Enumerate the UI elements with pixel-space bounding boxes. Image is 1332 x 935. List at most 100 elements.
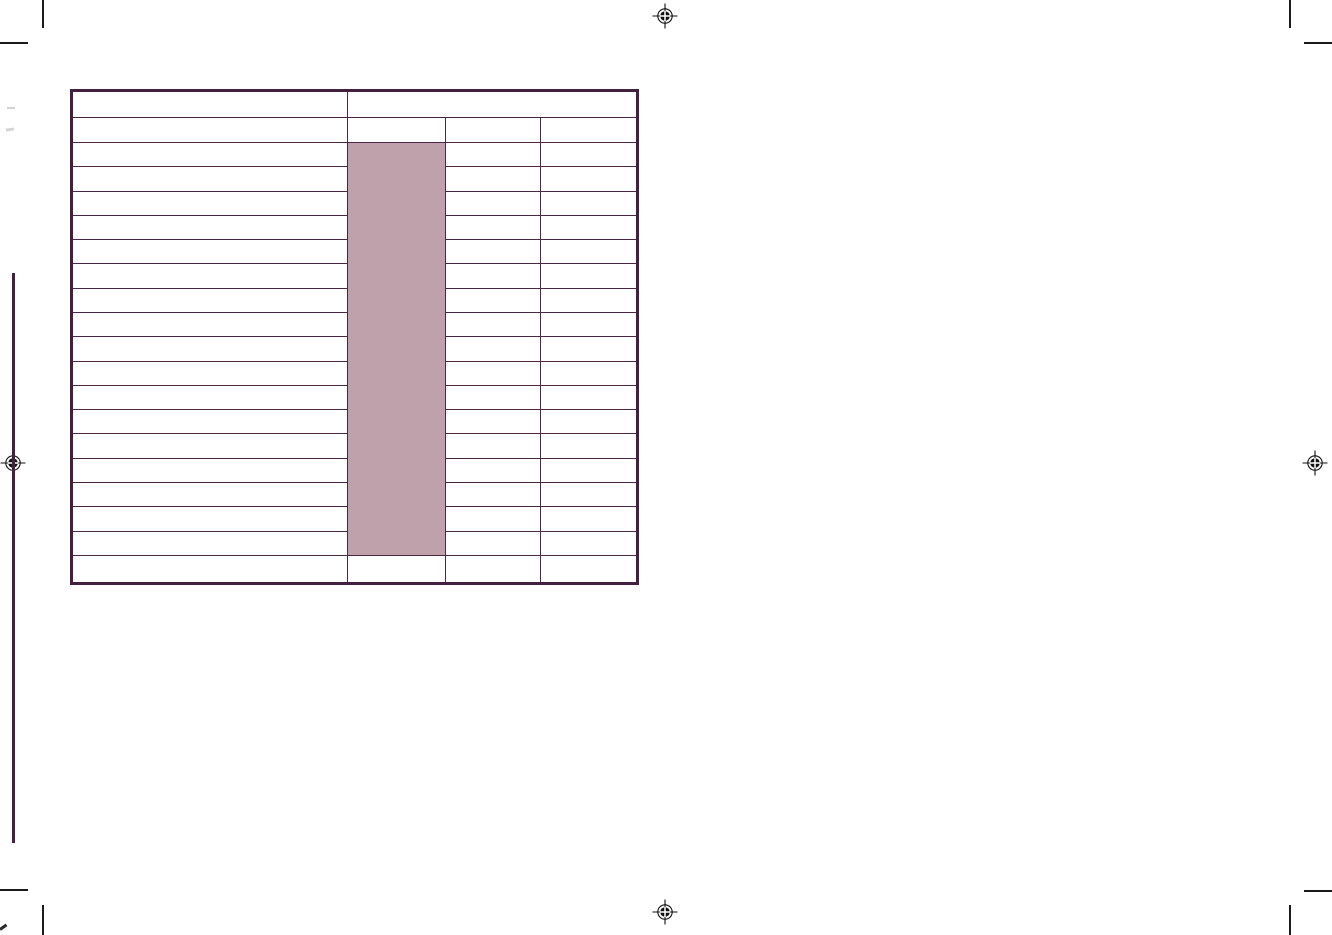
table-cell <box>539 263 639 289</box>
table-cell <box>539 190 639 216</box>
table-cell <box>347 555 446 584</box>
table-cell <box>445 263 541 289</box>
table-header-row <box>71 90 639 118</box>
crop-mark-bottom-left-vertical <box>42 905 44 935</box>
table-cell <box>71 409 348 435</box>
crop-mark-top-right-vertical <box>1289 0 1291 28</box>
crop-mark-top-left-vertical <box>42 0 44 28</box>
table-cell <box>71 457 348 483</box>
crop-mark-bottom-left-horizontal <box>0 889 28 891</box>
table-cell <box>539 141 639 168</box>
table-cell <box>445 141 541 168</box>
header-cell <box>71 90 348 118</box>
table-cell <box>445 433 541 459</box>
table-row <box>71 409 639 435</box>
registration-mark-right <box>1302 450 1328 476</box>
table-cell <box>71 433 348 459</box>
spine-fold-line <box>12 273 15 843</box>
table-cell <box>445 336 541 362</box>
table-row <box>71 239 639 265</box>
table-row <box>71 263 639 289</box>
table-row <box>71 214 639 241</box>
table-cell <box>445 166 541 192</box>
crop-mark-bottom-right-horizontal <box>1304 890 1332 892</box>
table-cell <box>71 214 348 241</box>
table-cell <box>539 287 639 313</box>
table-cell <box>445 481 541 508</box>
subheader-cell <box>445 117 541 143</box>
table-cell <box>539 457 639 483</box>
table-row <box>71 530 639 556</box>
table-cell <box>71 311 348 338</box>
crop-mark-bottom-right-vertical <box>1289 905 1291 935</box>
crop-mark-top-left-horizontal <box>0 42 28 44</box>
table-cell <box>71 141 348 168</box>
subheader-cell <box>539 117 639 143</box>
table-cell <box>539 481 639 508</box>
table-cell <box>539 555 639 584</box>
table-row <box>71 360 639 386</box>
table-cell <box>71 481 348 508</box>
table-row <box>71 287 639 313</box>
table-cell <box>71 336 348 362</box>
table-cell <box>539 409 639 435</box>
table-cell <box>445 287 541 313</box>
table-cell <box>71 530 348 556</box>
table-cell <box>445 530 541 556</box>
table-cell <box>71 506 348 532</box>
table-cell <box>445 409 541 435</box>
table-cell <box>445 239 541 265</box>
table-cell <box>71 384 348 411</box>
table-cell <box>445 555 541 584</box>
table-cell <box>539 311 639 338</box>
table-cell <box>445 506 541 532</box>
table-cell <box>539 214 639 241</box>
table-cell <box>71 287 348 313</box>
table-cell <box>539 433 639 459</box>
subheader-cell <box>347 117 446 143</box>
table-row <box>71 384 639 411</box>
table-row <box>71 166 639 192</box>
table-row <box>71 433 639 459</box>
table-cell <box>539 239 639 265</box>
table-cell <box>445 190 541 216</box>
table-cell <box>445 214 541 241</box>
registration-target-icon <box>1302 450 1328 476</box>
table-row <box>71 311 639 338</box>
table-subheader-row <box>71 117 639 143</box>
print-artifact-dash <box>5 127 15 132</box>
registration-mark-bottom <box>652 899 678 925</box>
table-row <box>71 481 639 508</box>
table-cell <box>539 506 639 532</box>
table-cell <box>445 360 541 386</box>
table-cell <box>539 384 639 411</box>
table-cell <box>445 384 541 411</box>
table-cell <box>71 239 348 265</box>
print-artifact-dash <box>7 107 15 109</box>
table-cell <box>71 360 348 386</box>
empty-table <box>70 89 640 585</box>
table-cell <box>539 166 639 192</box>
table-cell <box>71 190 348 216</box>
subheader-cell <box>71 117 348 143</box>
table-row <box>71 506 639 532</box>
corner-ink-speck <box>0 923 8 931</box>
registration-mark-top <box>652 3 678 29</box>
table-cell <box>445 457 541 483</box>
table-cell <box>71 555 348 584</box>
crop-mark-top-right-horizontal <box>1304 42 1332 44</box>
table-cell <box>539 336 639 362</box>
table-row <box>71 141 639 556</box>
shaded-column-cell <box>347 142 446 556</box>
table-cell <box>71 263 348 289</box>
table-cell <box>539 530 639 556</box>
table-last-row <box>71 555 639 584</box>
table-cell <box>539 360 639 386</box>
registration-target-icon <box>652 3 678 29</box>
table-row <box>71 190 639 216</box>
table-cell <box>445 311 541 338</box>
registration-target-icon <box>652 899 678 925</box>
table-cell <box>71 166 348 192</box>
header-cell-merged <box>346 90 639 118</box>
